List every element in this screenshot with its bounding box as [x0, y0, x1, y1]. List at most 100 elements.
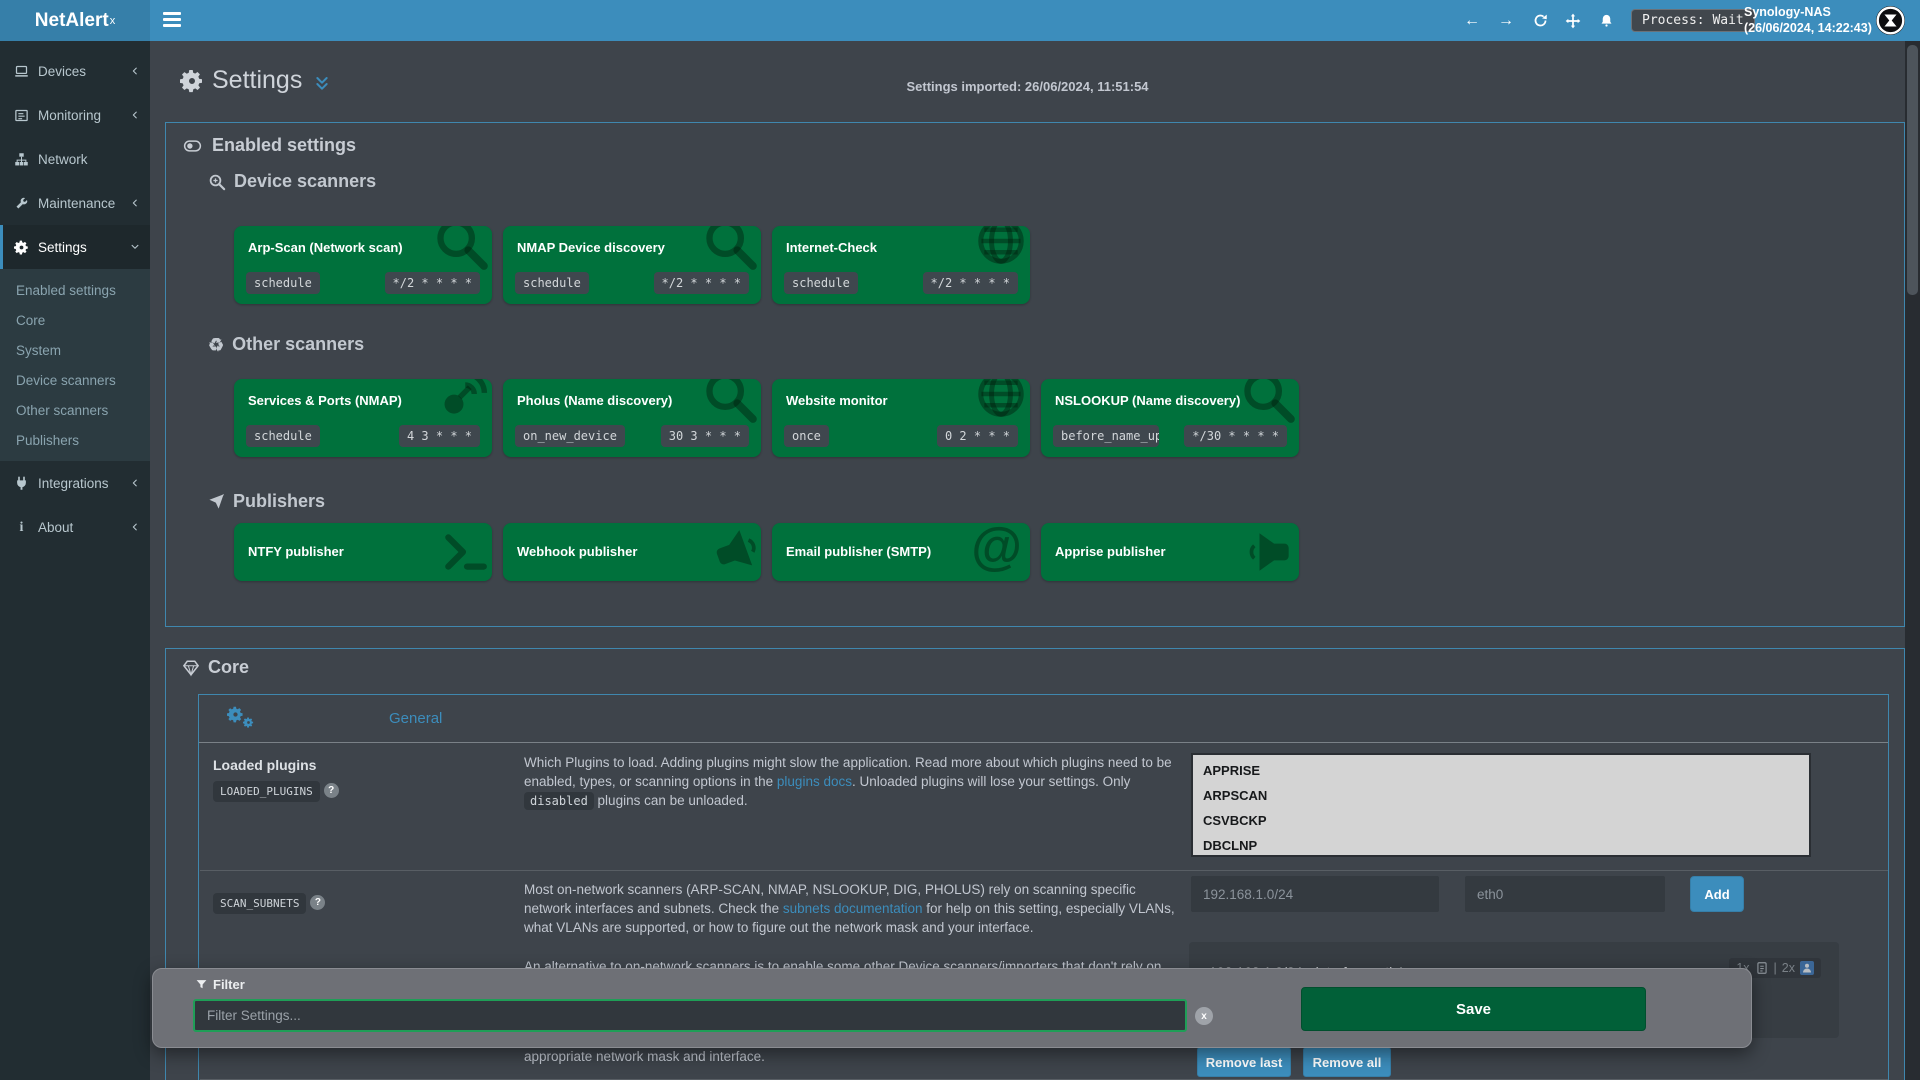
filter-settings-input[interactable]: [193, 999, 1187, 1032]
card-pholus[interactable]: Pholus (Name discovery) on_new_device 30 …: [503, 379, 761, 457]
sidebar-item-settings[interactable]: Settings: [0, 225, 150, 269]
gear-icon: [180, 69, 203, 92]
sidebar-item-devices[interactable]: Devices: [0, 49, 150, 93]
bullhorn-icon: [1249, 531, 1291, 573]
group-other-scanners: ♻ Other scanners: [208, 334, 365, 355]
sidebar-item-label: Settings: [38, 239, 87, 255]
sidebar-item-label: Network: [38, 151, 88, 167]
card-nmap-discovery[interactable]: NMAP Device discovery schedule */2 * * * …: [503, 226, 761, 304]
submenu-publishers[interactable]: Publishers: [16, 432, 80, 448]
listbox-option[interactable]: DBCLNP: [1203, 838, 1258, 853]
sidebar-item-monitoring[interactable]: Monitoring: [0, 93, 150, 137]
card-ntfy-publisher[interactable]: NTFY publisher: [234, 523, 492, 581]
forward-arrow-icon[interactable]: →: [1498, 11, 1514, 29]
globe-icon: [974, 226, 1028, 268]
search-plus-icon: [209, 174, 226, 190]
sidebar-item-about[interactable]: i About: [0, 505, 150, 549]
schedule-type-badge: schedule: [246, 272, 320, 294]
page-scrollbar[interactable]: [1905, 41, 1920, 1080]
card-website-monitor[interactable]: Website monitor once 0 2 * * *: [772, 379, 1030, 457]
interface-input[interactable]: [1465, 876, 1665, 912]
schedule-type-badge: before_name_upd: [1053, 425, 1159, 447]
help-icon[interactable]: ?: [310, 895, 326, 911]
listbox-option[interactable]: CSVBCKP: [1203, 813, 1267, 828]
refresh-icon[interactable]: [1525, 0, 1555, 41]
submenu-device-scanners[interactable]: Device scanners: [16, 372, 116, 388]
subnet-entry-meta: 1x | 2x: [1729, 958, 1821, 978]
move-icon[interactable]: [1558, 0, 1588, 41]
sitemap-icon: [14, 152, 29, 166]
brand-sup: x: [109, 14, 116, 27]
avatar[interactable]: [1876, 6, 1905, 35]
sidebar-item-label: Integrations: [38, 475, 109, 491]
scan-subnets-description: Most on-network scanners (ARP-SCAN, NMAP…: [524, 882, 1175, 935]
help-icon[interactable]: ?: [323, 783, 339, 799]
recycle-icon: ♻: [208, 334, 225, 355]
group-publishers: Publishers: [208, 491, 325, 512]
save-button[interactable]: Save: [1301, 987, 1646, 1031]
cron-badge: */2 * * * *: [653, 272, 749, 294]
host-info: Synology-NAS (26/06/2024, 14:22:43): [1744, 4, 1872, 36]
sidebar-item-maintenance[interactable]: Maintenance: [0, 181, 150, 225]
submenu-core[interactable]: Core: [16, 312, 46, 328]
top-navbar: NetAlert x ← → Process: Wait Synology-NAS…: [0, 0, 1920, 41]
card-internet-check[interactable]: Internet-Check schedule */2 * * * *: [772, 226, 1030, 304]
search-icon: [701, 226, 759, 272]
bell-icon[interactable]: [1591, 0, 1621, 41]
document-icon[interactable]: [1755, 961, 1769, 975]
cogs-icon: [226, 706, 254, 728]
schedule-type-badge: on_new_device: [515, 425, 625, 447]
card-nslookup[interactable]: NSLOOKUP (Name discovery) before_name_up…: [1041, 379, 1299, 457]
submenu-system[interactable]: System: [16, 342, 62, 358]
subnet-input[interactable]: [1191, 876, 1439, 912]
gear-icon: [14, 240, 28, 254]
sidebar-item-integrations[interactable]: Integrations: [0, 461, 150, 505]
tab-header: General: [199, 695, 1888, 743]
sidebar-item-network[interactable]: Network: [0, 137, 150, 181]
double-chevron-down-icon[interactable]: [314, 74, 330, 94]
sidebar: Devices Monitoring Network Maintenance S…: [0, 41, 150, 1080]
plug-icon: [16, 475, 27, 491]
sidebar-item-label: Monitoring: [38, 107, 102, 123]
gem-icon: [183, 660, 199, 675]
remove-last-button[interactable]: Remove last: [1197, 1047, 1291, 1077]
chevron-left-icon: [132, 111, 137, 119]
cron-badge: */30 * * * *: [1184, 425, 1287, 447]
search-icon: [1239, 379, 1297, 425]
person-icon[interactable]: [1800, 961, 1814, 975]
satellite-dish-icon: [436, 379, 490, 421]
settings-submenu: Enabled settings Core System Device scan…: [0, 269, 150, 461]
remove-all-button[interactable]: Remove all: [1303, 1047, 1391, 1077]
card-email-publisher[interactable]: Email publisher (SMTP) @: [772, 523, 1030, 581]
chevron-left-icon: [132, 523, 137, 531]
subnets-documentation-link[interactable]: subnets documentation: [782, 901, 923, 916]
process-status-badge[interactable]: Process: Wait: [1631, 9, 1755, 32]
card-services-ports[interactable]: Services & Ports (NMAP) schedule 4 3 * * …: [234, 379, 492, 457]
chevron-left-icon: [132, 199, 137, 207]
card-arp-scan[interactable]: Arp-Scan (Network scan) schedule */2 * * …: [234, 226, 492, 304]
submenu-enabled-settings[interactable]: Enabled settings: [16, 282, 116, 298]
add-button[interactable]: Add: [1690, 876, 1744, 912]
hamburger-menu-icon[interactable]: [163, 12, 181, 28]
sidebar-item-label: About: [38, 519, 74, 535]
card-apprise-publisher[interactable]: Apprise publisher: [1041, 523, 1299, 581]
clear-filter-icon[interactable]: x: [1195, 1007, 1213, 1025]
cron-badge: 4 3 * * *: [398, 425, 480, 447]
enabled-settings-panel: Enabled settings Device scanners Arp-Sca…: [165, 122, 1905, 627]
listbox-option[interactable]: APPRISE: [1203, 763, 1261, 778]
setting-label: Loaded plugins: [213, 757, 317, 773]
loaded-plugins-listbox[interactable]: APPRISE ARPSCAN CSVBCKP DBCLNP: [1191, 753, 1811, 857]
core-title: Core: [182, 657, 249, 678]
plugins-docs-link[interactable]: plugins docs: [776, 774, 852, 789]
globe-icon: [974, 379, 1028, 421]
info-icon: i: [19, 519, 24, 535]
scrollbar-thumb[interactable]: [1907, 45, 1918, 295]
listbox-option[interactable]: ARPSCAN: [1203, 788, 1268, 803]
back-arrow-icon[interactable]: ←: [1464, 11, 1480, 29]
enabled-settings-title: Enabled settings: [182, 135, 356, 156]
host-name: Synology-NAS: [1744, 5, 1831, 19]
submenu-other-scanners[interactable]: Other scanners: [16, 402, 109, 418]
brand-logo[interactable]: NetAlert x: [0, 0, 150, 41]
tab-general[interactable]: General: [389, 710, 443, 727]
card-webhook-publisher[interactable]: Webhook publisher: [503, 523, 761, 581]
